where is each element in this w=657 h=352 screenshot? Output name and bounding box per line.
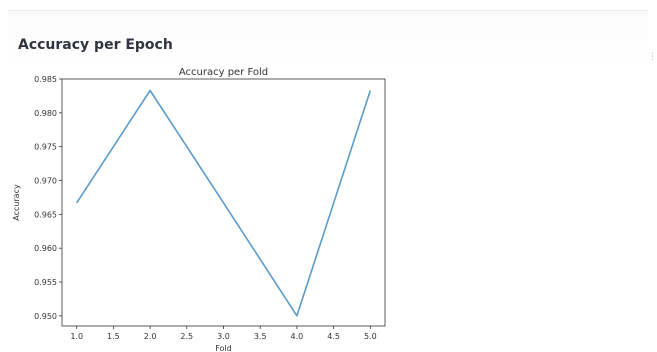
y-tick-label-1: 0.955 — [34, 278, 57, 287]
y-tick-label-0: 0.950 — [34, 312, 57, 321]
x-axis: 1.0 1.5 2.0 2.5 3.0 3.5 4.0 4.5 5.0 — [70, 326, 377, 341]
y-axis: 0.950 0.955 0.960 0.965 0.970 0.975 0.980 0.985 — [34, 75, 62, 321]
y-tick-label-7: 0.985 — [34, 75, 57, 84]
x-axis-label: Fold — [215, 344, 232, 352]
x-tick-label-5: 3.5 — [254, 332, 267, 341]
scroll-edge-icon: ⋮ — [648, 52, 657, 62]
y-axis-label: Accuracy — [12, 184, 21, 221]
x-tick-label-1: 1.5 — [107, 332, 120, 341]
series-layer — [76, 89, 372, 317]
y-tick-label-3: 0.965 — [34, 210, 57, 219]
x-tick-label-4: 3.0 — [217, 332, 230, 341]
series-line-0 — [76, 89, 372, 317]
top-divider — [8, 10, 648, 11]
top-band — [8, 11, 648, 63]
x-tick-label-2: 2.0 — [144, 332, 157, 341]
x-tick-label-8: 5.0 — [364, 332, 377, 341]
y-tick-label-2: 0.960 — [34, 244, 57, 253]
x-tick-label-7: 4.5 — [327, 332, 340, 341]
section-title: Accuracy per Epoch — [18, 37, 173, 53]
x-tick-label-0: 1.0 — [70, 332, 83, 341]
x-tick-label-3: 2.5 — [180, 332, 193, 341]
chart-title: Accuracy per Fold — [179, 67, 268, 78]
x-tick-label-6: 4.0 — [291, 332, 304, 341]
y-tick-label-4: 0.970 — [34, 177, 57, 186]
y-tick-label-6: 0.980 — [34, 109, 57, 118]
y-tick-label-5: 0.975 — [34, 143, 57, 152]
